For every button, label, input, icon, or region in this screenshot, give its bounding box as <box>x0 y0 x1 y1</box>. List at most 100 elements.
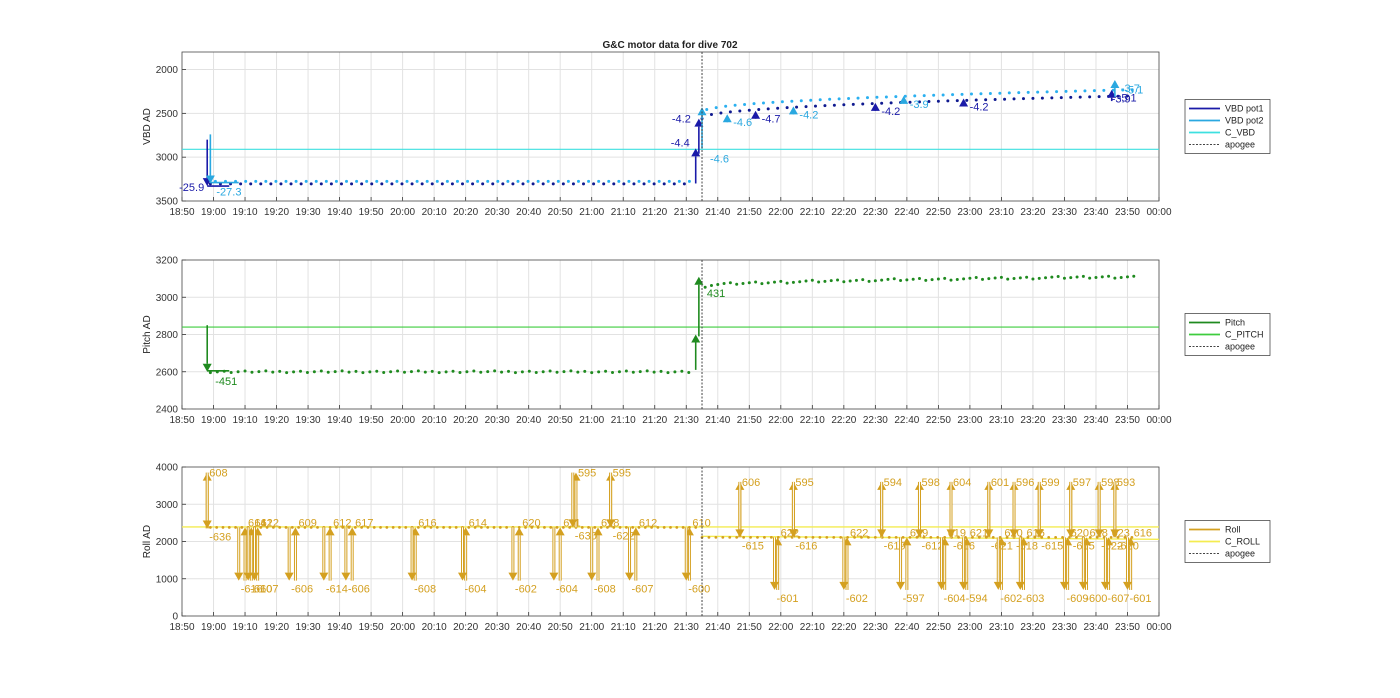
vbd-data-point <box>743 102 747 106</box>
roll-data-point <box>416 525 420 529</box>
vbd-move-arrow-head <box>697 107 707 116</box>
roll-x-tick-label: 19:20 <box>264 622 289 633</box>
roll-down-arrow-head <box>1094 529 1104 538</box>
roll-move-label: -604 <box>464 584 486 596</box>
roll-up-arrow-head <box>290 527 300 536</box>
vbd-data-point <box>757 107 761 111</box>
pitch-data-point <box>722 282 726 286</box>
roll-data-point <box>278 525 282 529</box>
pitch-data-point <box>403 370 407 374</box>
pitch-x-tick-label: 18:50 <box>169 415 194 426</box>
pitch-data-point <box>1025 275 1029 279</box>
roll-x-tick-label: 20:20 <box>453 622 478 633</box>
roll-data-point <box>991 536 995 539</box>
roll-down-arrow-head <box>1066 529 1076 538</box>
pitch-data-point <box>333 370 337 374</box>
vbd-data-point <box>657 179 661 183</box>
vbd-data-point <box>314 179 318 183</box>
vbd-data-point <box>632 182 636 186</box>
roll-x-tick-label: 23:30 <box>1052 622 1077 633</box>
pitch-x-tick-label: 22:00 <box>768 415 793 426</box>
pitch-x-tick-label: 23:20 <box>1020 415 1045 426</box>
pitch-data-point <box>430 369 434 373</box>
pitch-data-point <box>631 370 635 374</box>
vbd-data-point <box>1125 94 1129 98</box>
roll-data-point <box>297 525 301 529</box>
pitch-data-point <box>520 370 524 374</box>
vbd-data-point <box>1130 88 1134 92</box>
vbd-y-tick-label: 2500 <box>156 109 179 120</box>
roll-legend-entry: apogee <box>1225 549 1255 559</box>
roll-data-point <box>832 536 836 539</box>
vbd-data-point <box>486 179 490 183</box>
roll-data-point <box>624 525 628 529</box>
pitch-data-point <box>687 370 691 374</box>
vbd-data-point <box>576 179 580 183</box>
pitch-data-point <box>867 279 871 283</box>
roll-data-point <box>587 525 590 529</box>
roll-move-label: 622 <box>781 527 799 539</box>
roll-data-point <box>656 525 660 529</box>
roll-axes-frame <box>181 466 1160 617</box>
vbd-x-tick-label: 18:50 <box>169 207 194 218</box>
roll-x-tick-label: 22:40 <box>894 622 919 633</box>
vbd-x-tick-label: 22:30 <box>863 207 888 218</box>
roll-x-tick-label: 20:10 <box>422 622 447 633</box>
roll-x-tick-label: 21:10 <box>611 622 636 633</box>
roll-move-label: -602 <box>846 593 868 605</box>
roll-y-axis-label: Roll AD <box>142 525 153 558</box>
vbd-x-tick-label: 23:50 <box>1115 207 1140 218</box>
roll-move-label: -604 <box>556 584 578 596</box>
roll-move-label: 596 <box>1016 477 1034 489</box>
roll-data-point <box>1033 536 1037 539</box>
pitch-data-point <box>848 279 852 283</box>
pitch-data-point <box>326 370 330 374</box>
vbd-legend-entry: VBD pot2 <box>1225 116 1264 126</box>
vbd-data-point <box>521 182 525 186</box>
pitch-y-tick-label: 2800 <box>156 330 179 341</box>
vbd-move-label: -3.9 <box>910 99 929 111</box>
pitch-data-point <box>842 280 846 284</box>
roll-data-point <box>429 525 433 529</box>
vbd-data-point <box>546 179 550 183</box>
roll-x-tick-label: 23:40 <box>1083 622 1108 633</box>
pitch-data-point <box>465 370 469 374</box>
vbd-data-point <box>705 107 709 111</box>
vbd-data-point <box>979 92 983 96</box>
vbd-data-point <box>932 93 936 97</box>
vbd-data-point <box>738 109 742 113</box>
vbd-data-point <box>917 100 921 104</box>
pitch-data-point <box>257 370 261 374</box>
roll-move-label: 612 <box>333 517 351 529</box>
roll-data-point <box>234 525 237 529</box>
roll-data-point <box>398 525 401 529</box>
roll-move-label: 617 <box>355 517 373 529</box>
pitch-data-point <box>299 369 303 373</box>
vbd-data-point <box>516 179 520 183</box>
roll-data-point <box>908 536 912 539</box>
vbd-move-label: -3.9 <box>1112 93 1131 105</box>
roll-data-point <box>391 525 395 529</box>
pitch-data-point <box>873 279 877 283</box>
roll-x-tick-label: 23:00 <box>957 622 982 633</box>
roll-move-label: -604 <box>944 593 966 605</box>
roll-down-arrow-head <box>1122 581 1132 590</box>
pitch-data-point <box>962 277 966 281</box>
pitch-axes-frame <box>181 259 1160 410</box>
vbd-data-point <box>1116 94 1120 98</box>
vbd-data-point <box>370 182 374 186</box>
pitch-data-point <box>1006 277 1010 281</box>
vbd-data-point <box>709 113 713 117</box>
pitch-data-point <box>292 370 296 374</box>
roll-data-point <box>662 525 666 529</box>
pitch-x-tick-label: 22:30 <box>863 415 888 426</box>
vbd-data-point <box>761 101 765 105</box>
pitch-y-tick-label: 2600 <box>156 367 179 378</box>
roll-data-point <box>271 525 275 529</box>
roll-move-label: 609 <box>298 517 316 529</box>
roll-data-point <box>873 536 877 539</box>
roll-x-tick-label: 22:20 <box>831 622 856 633</box>
vbd-data-point <box>471 182 475 186</box>
roll-data-point <box>486 525 490 529</box>
roll-move-label: 595 <box>613 468 631 480</box>
